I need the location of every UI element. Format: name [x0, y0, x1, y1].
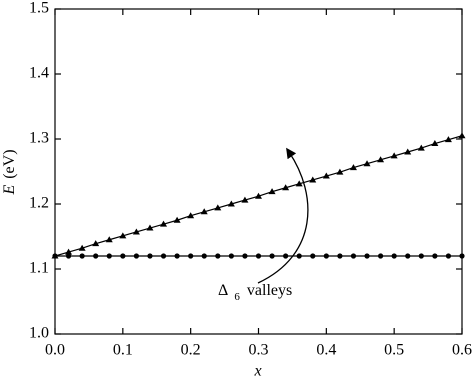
- point-marker: [323, 253, 329, 259]
- annotation-arrow: [257, 147, 309, 284]
- annotation-subscript: 6: [234, 291, 240, 303]
- point-marker: [322, 172, 330, 179]
- point-marker: [417, 144, 425, 151]
- point-marker: [310, 253, 316, 259]
- x-axis-label: x: [253, 363, 261, 380]
- point-marker: [160, 253, 167, 259]
- point-marker: [242, 253, 248, 259]
- point-marker: [52, 253, 58, 259]
- point-marker: [187, 212, 195, 219]
- point-marker: [445, 253, 452, 259]
- point-marker: [431, 140, 439, 147]
- point-marker: [255, 192, 262, 199]
- point-marker: [227, 200, 235, 207]
- point-marker: [228, 253, 234, 259]
- x-tick-label: 0.3: [249, 342, 269, 359]
- x-tick-label: 0.6: [452, 342, 472, 359]
- annotation: Δ 6 valleys: [218, 282, 292, 305]
- point-marker: [350, 253, 357, 259]
- point-marker: [93, 253, 99, 259]
- y-axis-unit: (eV): [1, 149, 18, 178]
- point-marker: [269, 253, 275, 259]
- point-marker: [173, 216, 181, 223]
- point-marker: [283, 253, 289, 259]
- point-marker: [160, 220, 168, 227]
- point-marker: [295, 180, 303, 187]
- x-tick-label: 0.1: [113, 342, 133, 359]
- point-marker: [120, 253, 126, 259]
- x-tick-label: 0.0: [45, 342, 65, 359]
- point-marker: [459, 253, 465, 259]
- point-marker: [432, 253, 438, 259]
- point-marker: [377, 156, 385, 163]
- point-marker: [404, 148, 412, 155]
- point-marker: [188, 253, 194, 259]
- point-marker: [65, 248, 73, 255]
- point-marker: [390, 152, 398, 159]
- y-tick-label: 1.3: [29, 130, 49, 147]
- point-marker: [282, 184, 290, 191]
- y-tick-label: 1.5: [29, 0, 49, 17]
- point-marker: [79, 253, 85, 259]
- point-marker: [296, 253, 302, 259]
- point-marker: [364, 253, 370, 259]
- point-marker: [214, 204, 222, 211]
- point-marker: [215, 253, 221, 259]
- point-marker: [146, 224, 154, 231]
- x-tick-label: 0.4: [316, 342, 336, 359]
- point-marker: [458, 132, 466, 139]
- point-marker: [147, 253, 153, 259]
- point-marker: [405, 253, 411, 259]
- point-marker: [309, 176, 317, 183]
- point-marker: [363, 160, 371, 167]
- point-marker: [92, 240, 100, 247]
- point-marker: [78, 244, 86, 251]
- y-tick-label: 1.1: [29, 260, 49, 277]
- point-marker: [200, 208, 208, 215]
- point-marker: [106, 253, 112, 259]
- point-marker: [133, 253, 139, 259]
- point-marker: [65, 253, 72, 259]
- point-marker: [105, 236, 113, 243]
- point-marker: [444, 136, 452, 143]
- point-marker: [349, 164, 357, 171]
- point-marker: [174, 253, 180, 259]
- y-axis-label: E (eV): [1, 149, 18, 195]
- y-tick-label: 1.2: [29, 195, 49, 212]
- point-marker: [201, 253, 207, 259]
- point-marker: [119, 232, 127, 239]
- point-marker: [268, 188, 276, 195]
- annotation-symbol: Δ: [218, 282, 228, 299]
- x-tick-label: 0.2: [181, 342, 201, 359]
- point-marker: [241, 196, 249, 203]
- y-tick-label: 1.4: [29, 65, 49, 82]
- point-marker: [336, 168, 344, 175]
- y-axis-var: E: [1, 185, 18, 196]
- point-marker: [391, 253, 397, 259]
- point-marker: [378, 253, 384, 259]
- point-marker: [418, 253, 424, 259]
- annotation-text: valleys: [247, 282, 292, 299]
- x-tick-label: 0.5: [384, 342, 404, 359]
- point-marker: [255, 253, 262, 259]
- point-marker: [132, 228, 140, 235]
- y-tick-label: 1.0: [29, 325, 49, 342]
- point-marker: [337, 253, 343, 259]
